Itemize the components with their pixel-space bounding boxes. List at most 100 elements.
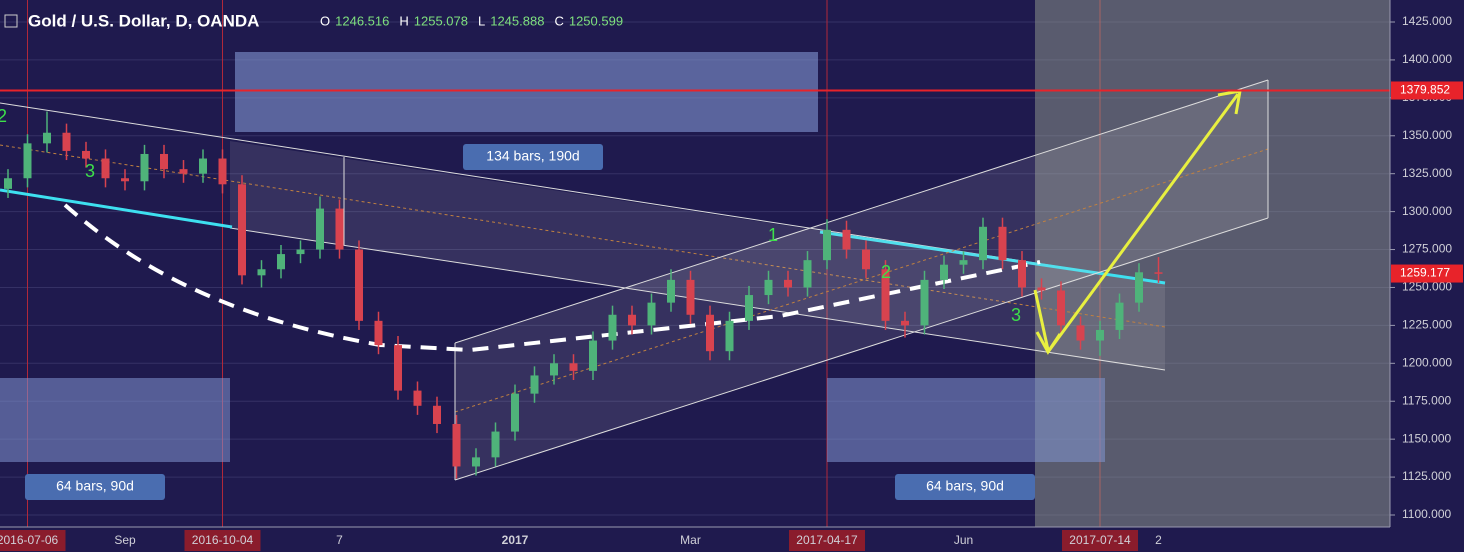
x-tick-label: 2017-07-14: [1069, 533, 1131, 547]
y-tick-label: 1200.000: [1402, 355, 1452, 369]
candle-body: [140, 153, 149, 182]
candle-body: [725, 320, 734, 352]
wave-label: 2: [0, 106, 7, 126]
candle-body: [589, 340, 597, 371]
candle-body: [121, 178, 129, 182]
y-tick-label: 1125.000: [1402, 469, 1451, 483]
wave-label: 3: [85, 161, 95, 181]
candle-body: [979, 226, 987, 261]
collapse-icon[interactable]: [4, 14, 18, 28]
range-label: 64 bars, 90d: [56, 478, 134, 494]
y-tick-label: 1350.000: [1402, 128, 1452, 142]
y-tick-label: 1325.000: [1402, 166, 1452, 180]
x-tick-label: Mar: [680, 533, 701, 547]
candle-body: [940, 264, 948, 280]
overlay: 134 bars, 190d 64 bars, 90d 64 bars, 90d 2 3…: [0, 89, 1390, 500]
y-tick-label: 1100.000: [1402, 507, 1451, 521]
range-box: [0, 378, 230, 462]
candle-body: [218, 158, 227, 185]
date-marker-bg: [184, 530, 261, 551]
price-marker-label: 1379.852: [1400, 83, 1450, 97]
candle-body: [23, 143, 32, 179]
channel-line: [454, 79, 1269, 344]
candles: [4, 111, 1163, 479]
candle-body: [1154, 272, 1163, 274]
y-tick-label: 1300.000: [1402, 204, 1452, 218]
ohlc-key: C: [554, 13, 563, 28]
candle-body: [413, 390, 422, 406]
channel-mid: [454, 148, 1269, 413]
ohlc-key: H: [399, 13, 408, 28]
wave-label: 2: [881, 262, 891, 282]
candle-body: [433, 405, 441, 424]
price-marker-label: 1259.177: [1400, 266, 1450, 280]
candle-body: [1115, 302, 1124, 330]
candle-body: [842, 229, 851, 250]
ohlc: O 1246.516 H 1255.078 L 1245.888 C 1250.599: [320, 13, 623, 28]
channel-fill: [230, 141, 1165, 370]
candle-body: [316, 208, 324, 250]
y-tick-label: 1250.000: [1402, 280, 1452, 294]
candle-body: [355, 249, 363, 321]
candle-body: [823, 229, 831, 261]
ohlc-value: 1250.599: [569, 13, 623, 28]
price-marker: [1391, 264, 1463, 283]
candle-body: [901, 320, 909, 326]
axes: 1100.000 1125.000 1150.000 1175.000 1200.000…: [0, 14, 1463, 551]
grid: [0, 0, 1390, 527]
candle-body: [550, 363, 558, 376]
candle-body: [277, 254, 285, 270]
candle-body: [1018, 260, 1026, 288]
candle-body: [803, 260, 812, 288]
y-tick-label: 1400.000: [1402, 52, 1452, 66]
candle-body: [1076, 325, 1085, 341]
candle-body: [647, 302, 656, 326]
range-box: [235, 52, 818, 132]
ohlc-value: 1245.888: [490, 13, 544, 28]
candle-body: [998, 226, 1007, 261]
symbol-title: Gold / U.S. Dollar, D, OANDA: [28, 11, 259, 30]
candle-body: [881, 269, 890, 321]
candle-body: [667, 279, 675, 303]
candle-body: [101, 158, 110, 179]
range-box: [827, 378, 1105, 462]
trend-line: [819, 230, 1166, 285]
candle-body: [569, 363, 578, 371]
candle-body: [179, 169, 188, 174]
candle-body: [82, 150, 90, 159]
date-marker-bg: [1062, 530, 1138, 551]
trend-line: [0, 188, 233, 229]
candle-body: [530, 375, 539, 394]
candle-body: [1037, 287, 1046, 291]
candle-body: [1135, 272, 1143, 303]
ohlc-key: O: [320, 13, 330, 28]
x-tick-label: 2016-10-04: [192, 533, 254, 547]
candle-body: [745, 295, 753, 321]
candle-body: [62, 132, 71, 151]
candle-body: [764, 279, 773, 296]
candle-body: [1096, 329, 1104, 341]
y-tick-label: 1225.000: [1402, 318, 1452, 332]
date-marker-bg: [789, 530, 865, 551]
channel-line: [454, 217, 1269, 481]
y-tick-label: 1150.000: [1402, 431, 1451, 445]
candle-body: [296, 249, 305, 255]
x-tick-label: 2: [1155, 533, 1162, 547]
candle-body: [862, 249, 870, 270]
candle-body: [706, 314, 714, 352]
candle-body: [959, 260, 968, 265]
x-tick-label: 7: [336, 533, 343, 547]
channel-line: [229, 227, 1166, 371]
candle-body: [608, 314, 617, 341]
y-tick-label: 1425.000: [1402, 14, 1452, 28]
x-tick-label: 2017-04-17: [796, 533, 858, 547]
candle-body: [511, 393, 519, 432]
candle-body: [1057, 290, 1065, 326]
wave-label: 3: [1011, 305, 1021, 325]
candle-body: [784, 279, 792, 288]
candle-body: [199, 158, 207, 174]
candle-body: [238, 184, 246, 276]
candle-body: [920, 279, 929, 326]
range-label: 134 bars, 190d: [486, 148, 579, 164]
